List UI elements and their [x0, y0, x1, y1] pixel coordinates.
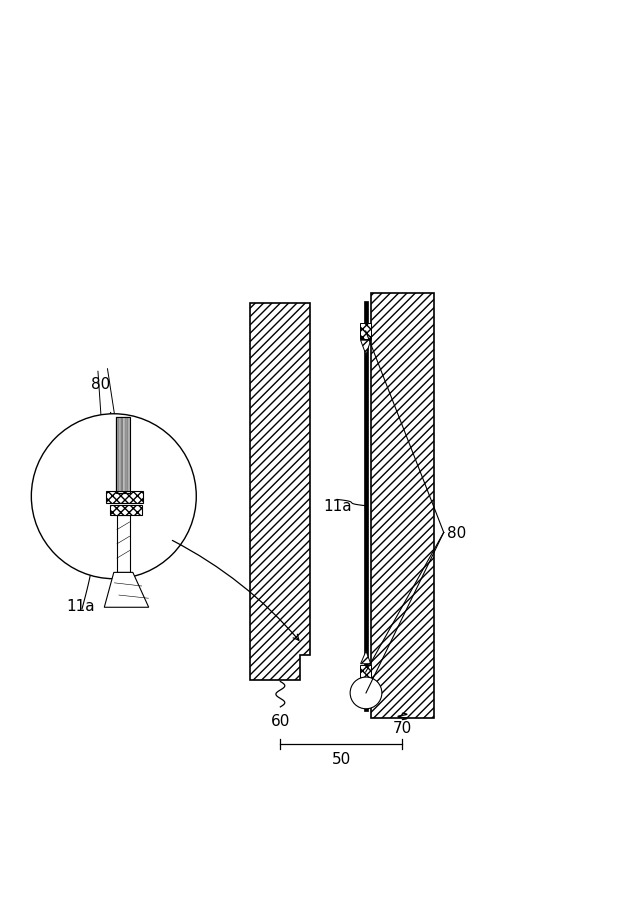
Polygon shape: [104, 573, 148, 608]
Bar: [110, 506, 141, 516]
Bar: [128, 417, 131, 494]
Bar: [360, 665, 371, 680]
Bar: [117, 516, 130, 573]
Text: 70: 70: [393, 720, 412, 735]
Text: 80: 80: [92, 377, 111, 392]
Circle shape: [350, 677, 382, 709]
Bar: [360, 323, 371, 340]
Text: 80: 80: [447, 526, 466, 540]
Bar: [106, 492, 143, 503]
Bar: [125, 417, 128, 494]
Text: 11a: 11a: [66, 599, 95, 613]
Bar: [119, 417, 121, 494]
Text: 60: 60: [271, 713, 290, 729]
Text: 50: 50: [332, 752, 351, 766]
Polygon shape: [250, 303, 310, 681]
Bar: [116, 417, 131, 494]
Bar: [121, 417, 124, 494]
Bar: [371, 294, 434, 719]
Polygon shape: [360, 651, 371, 664]
Bar: [364, 302, 368, 711]
Bar: [124, 417, 125, 494]
Polygon shape: [360, 341, 371, 355]
Bar: [116, 417, 119, 494]
Text: 11a: 11a: [323, 498, 351, 514]
Circle shape: [31, 415, 196, 579]
